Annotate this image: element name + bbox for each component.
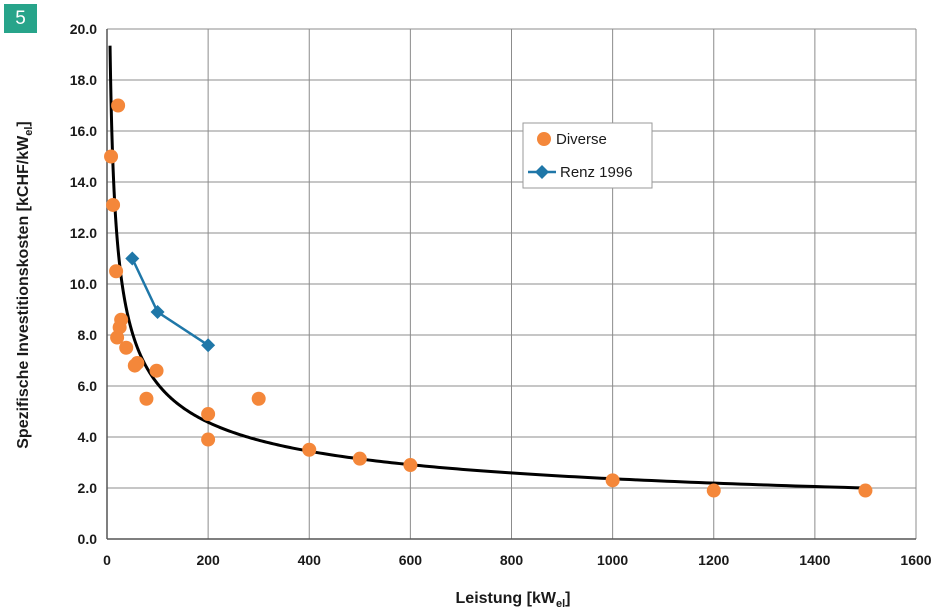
x-tick-label: 0 [103,552,111,568]
diverse-point [109,264,124,279]
diverse-series-layer [104,98,873,498]
y-tick-label: 16.0 [70,123,97,139]
y-tick-label: 0.0 [78,531,98,547]
y-tick-labels: 0.0 2.0 4.0 6.0 8.0 10.0 12.0 14.0 16.0 18.0 20.0 [70,21,97,547]
diverse-point [149,363,164,378]
diverse-point [111,98,126,113]
x-tick-label: 1200 [698,552,729,568]
grid-lines [106,28,917,540]
x-tick-label: 1600 [900,552,931,568]
diverse-point [403,458,418,473]
y-tick-label: 8.0 [78,327,98,343]
x-tick-label: 600 [399,552,423,568]
diverse-point [858,483,873,498]
diverse-point [201,407,216,422]
y-tick-label: 2.0 [78,480,98,496]
x-axis-title: Leistung [kWel] [456,590,571,608]
legend-label-renz: Renz 1996 [560,164,633,181]
diverse-point [302,442,317,457]
renz-series-layer [125,251,216,353]
diverse-point [251,391,266,406]
trend-curve-layer [108,45,866,490]
legend: Diverse Renz 1996 [522,122,653,189]
trend-curve [108,45,866,490]
diverse-point [201,432,216,447]
y-tick-label: 4.0 [78,429,98,445]
renz-line [131,257,209,347]
diverse-point [119,340,134,355]
diverse-point [127,358,142,373]
y-tick-label: 6.0 [78,378,98,394]
renz-point [201,338,216,353]
diverse-point [139,391,154,406]
x-tick-label: 1400 [799,552,830,568]
x-tick-labels: 0 200 400 600 800 1000 1200 1400 1600 [103,552,932,568]
x-tick-label: 400 [298,552,322,568]
legend-marker-renz [535,165,549,179]
diverse-point [706,483,721,498]
x-tick-label: 1000 [597,552,628,568]
y-tick-label: 12.0 [70,225,97,241]
diverse-point [106,197,121,212]
y-tick-label: 10.0 [70,276,97,292]
x-tick-label: 800 [500,552,524,568]
y-tick-label: 14.0 [70,174,97,190]
diverse-point [104,149,119,164]
diverse-point [605,473,620,488]
legend-label-diverse: Diverse [556,131,607,148]
x-tick-label: 200 [196,552,220,568]
legend-marker-diverse [537,132,551,146]
figure-number-badge: 5 [4,4,37,33]
y-tick-label: 20.0 [70,21,97,37]
y-axis-title: Spezifische Investitionskosten [kCHF/kWe… [15,121,35,448]
y-tick-label: 18.0 [70,72,97,88]
diverse-point [352,451,367,466]
renz-point [125,251,140,266]
diverse-point [114,312,129,327]
renz-point [150,305,165,320]
